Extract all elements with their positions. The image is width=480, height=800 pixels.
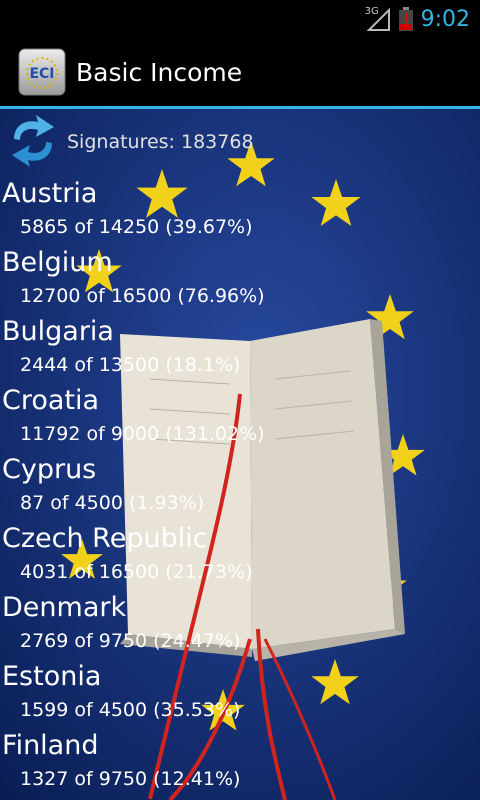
- country-stat: 11792 of 9000 (131.02%): [20, 423, 265, 445]
- content-area: Signatures: 183768 Austria 5865 of 14250…: [0, 109, 480, 800]
- network-type: 3G: [364, 6, 379, 17]
- country-stat: 2769 of 9750 (24.47%): [20, 630, 241, 652]
- status-time: 9:02: [420, 6, 470, 32]
- country-item-bulgaria[interactable]: Bulgaria 2444 of 13500 (18.1%): [0, 315, 480, 384]
- country-item-estonia[interactable]: Estonia 1599 of 4500 (35.53%): [0, 660, 480, 729]
- country-item-austria[interactable]: Austria 5865 of 14250 (39.67%): [0, 177, 480, 246]
- country-stat: 12700 of 16500 (76.96%): [20, 285, 265, 307]
- country-name: Belgium: [2, 247, 113, 278]
- country-name: Austria: [2, 178, 98, 209]
- eu-flag-book-background: [0, 109, 480, 800]
- country-item-croatia[interactable]: Croatia 11792 of 9000 (131.02%): [0, 384, 480, 453]
- country-stat: 4031 of 16500 (21.73%): [20, 561, 253, 583]
- country-item-belgium[interactable]: Belgium 12700 of 16500 (76.96%): [0, 246, 480, 315]
- battery-icon: [398, 7, 413, 31]
- country-stat: 5865 of 14250 (39.67%): [20, 216, 253, 238]
- country-name: Czech Republic: [2, 523, 208, 554]
- country-name: Cyprus: [2, 454, 97, 485]
- country-stat: 1327 of 9750 (12.41%): [20, 768, 241, 790]
- country-stat: 1599 of 4500 (35.53%): [20, 699, 241, 721]
- signatures-header: Signatures: 183768: [0, 109, 480, 173]
- country-item-cyprus[interactable]: Cyprus 87 of 4500 (1.93%): [0, 453, 480, 522]
- country-stat: 87 of 4500 (1.93%): [20, 492, 205, 514]
- country-name: Denmark: [2, 592, 127, 623]
- refresh-icon[interactable]: [8, 113, 58, 169]
- app-title: Basic Income: [76, 57, 243, 87]
- country-name: Estonia: [2, 661, 102, 692]
- country-name: Bulgaria: [2, 316, 114, 347]
- app-icon[interactable]: ECI: [18, 48, 66, 96]
- app-icon-label: ECI: [29, 66, 54, 82]
- country-item-czech-republic[interactable]: Czech Republic 4031 of 16500 (21.73%): [0, 522, 480, 591]
- country-name: Finland: [2, 730, 99, 761]
- country-name: Croatia: [2, 385, 100, 416]
- country-item-finland[interactable]: Finland 1327 of 9750 (12.41%): [0, 729, 480, 798]
- country-stat: 2444 of 13500 (18.1%): [20, 354, 241, 376]
- action-bar: ECI Basic Income: [0, 38, 480, 106]
- status-bar: 3G 9:02: [0, 0, 480, 38]
- actionbar-divider: [0, 106, 480, 109]
- signal-icon: 3G: [365, 6, 391, 32]
- country-item-denmark[interactable]: Denmark 2769 of 9750 (24.47%): [0, 591, 480, 660]
- signatures-count: Signatures: 183768: [67, 131, 254, 153]
- country-list[interactable]: Austria 5865 of 14250 (39.67%) Belgium 1…: [0, 177, 480, 798]
